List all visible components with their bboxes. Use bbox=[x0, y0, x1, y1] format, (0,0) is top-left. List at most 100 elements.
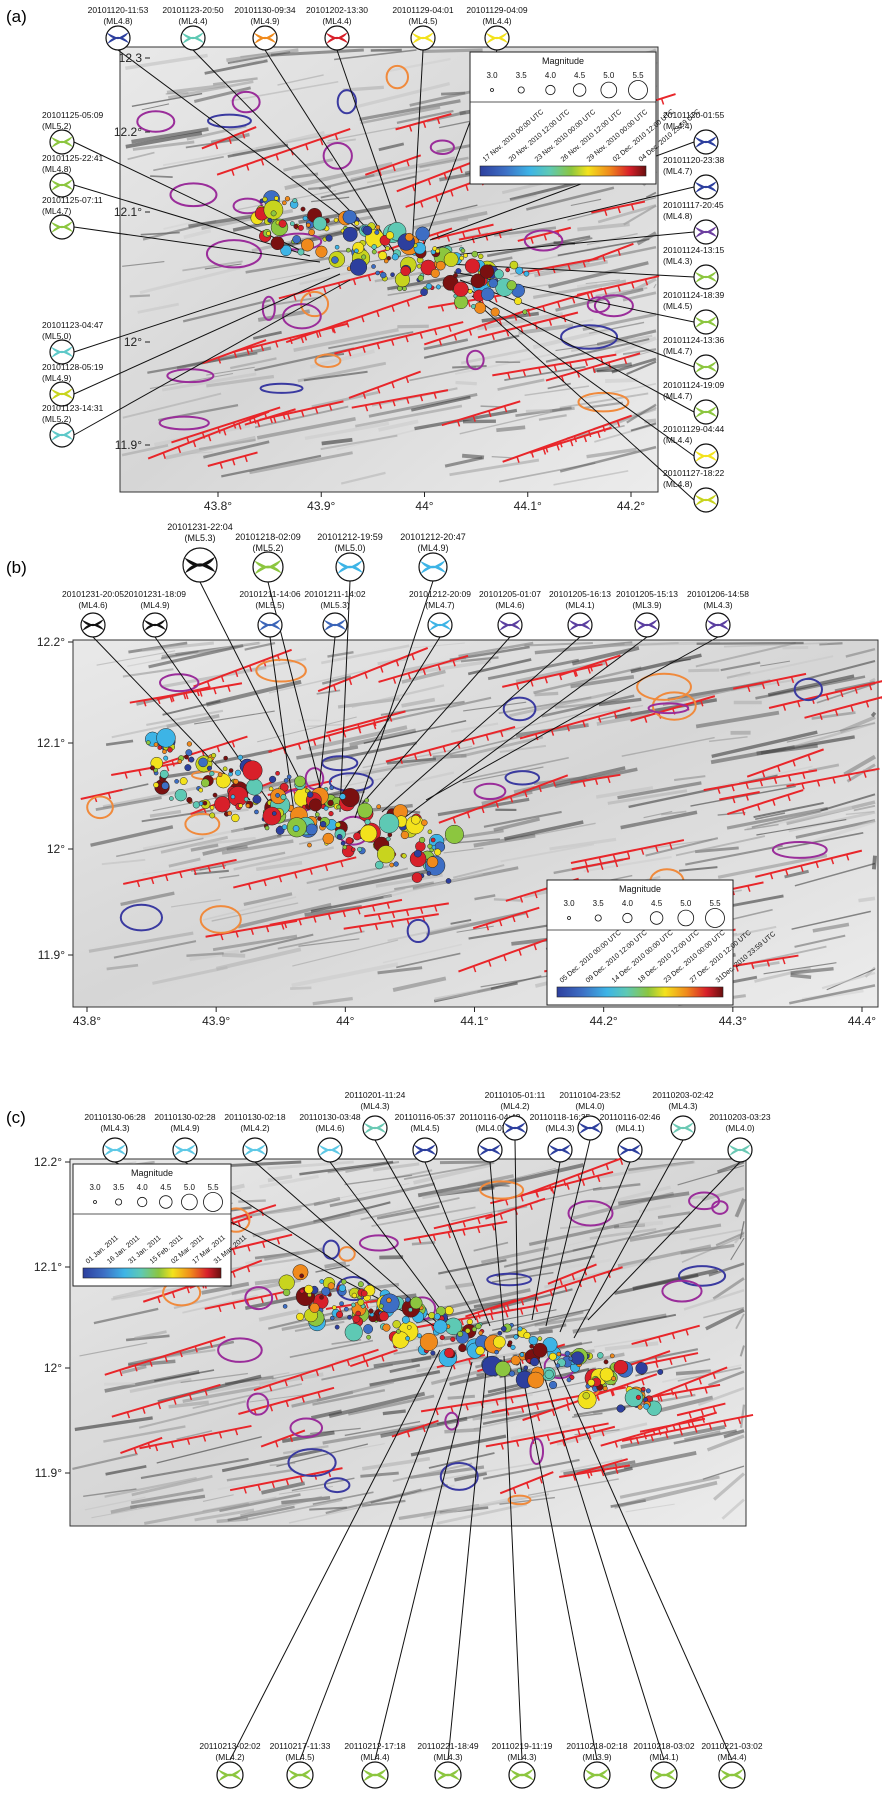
earthquake-marker bbox=[336, 1311, 343, 1318]
mechanism-date-label: 20101125-22:41 bbox=[42, 153, 104, 163]
earthquake-marker bbox=[301, 207, 305, 211]
mechanism-date-label: 20110130-02:28 bbox=[154, 1112, 216, 1122]
earthquake-marker bbox=[396, 1329, 400, 1333]
mechanism-magnitude-label: (ML4.2) bbox=[500, 1101, 529, 1111]
earthquake-marker bbox=[347, 1315, 351, 1319]
earthquake-marker bbox=[365, 798, 369, 802]
y-tick-label: 12.3 bbox=[119, 51, 143, 65]
earthquake-marker bbox=[454, 295, 468, 309]
panel-c-y-ticks: 12.2°12.1°12°11.9° bbox=[34, 1155, 70, 1480]
earthquake-marker bbox=[160, 770, 168, 778]
earthquake-marker bbox=[429, 1312, 435, 1318]
y-tick-label: 11.9° bbox=[115, 438, 142, 452]
earthquake-marker bbox=[411, 815, 420, 824]
earthquake-marker bbox=[641, 1387, 645, 1391]
mechanism-magnitude-label: (ML4.4) bbox=[663, 435, 692, 445]
earthquake-marker bbox=[201, 779, 209, 787]
focal-mechanism-icon bbox=[363, 1116, 387, 1140]
x-tick-label: 44.3° bbox=[719, 1014, 747, 1028]
mechanism-magnitude-label: (ML4.7) bbox=[663, 346, 692, 356]
mechanism-magnitude-label: (ML4.8) bbox=[663, 479, 692, 489]
x-tick-label: 43.8° bbox=[204, 499, 232, 513]
earthquake-marker bbox=[180, 777, 187, 784]
earthquake-marker bbox=[408, 1308, 412, 1312]
mechanism-magnitude-label: (ML4.3) bbox=[433, 1752, 462, 1762]
earthquake-marker bbox=[307, 843, 311, 847]
earthquake-marker bbox=[341, 1279, 346, 1284]
magnitude-legend-circle bbox=[601, 82, 617, 98]
earthquake-marker bbox=[163, 756, 167, 760]
relief-streak bbox=[238, 1201, 265, 1202]
magnitude-legend-value: 5.5 bbox=[709, 899, 721, 908]
earthquake-marker bbox=[611, 1376, 615, 1380]
earthquake-marker bbox=[296, 1313, 303, 1320]
earthquake-marker bbox=[275, 793, 279, 797]
relief-streak bbox=[874, 856, 875, 870]
earthquake-marker bbox=[377, 805, 381, 809]
earthquake-marker bbox=[434, 849, 441, 856]
time-colorbar bbox=[480, 166, 646, 176]
panel-b-mechanisms: 20101231-22:04(ML5.3)20101218-02:09(ML5.… bbox=[62, 522, 749, 637]
earthquake-marker bbox=[210, 771, 215, 776]
earthquake-marker bbox=[274, 196, 278, 200]
earthquake-marker bbox=[326, 235, 333, 242]
mechanism-magnitude-label: (ML4.1) bbox=[615, 1123, 644, 1133]
mechanism-date-label: 20101120-11:53 bbox=[88, 5, 149, 15]
earthquake-marker bbox=[282, 201, 286, 205]
earthquake-marker bbox=[281, 794, 286, 799]
earthquake-marker bbox=[167, 747, 172, 752]
magnitude-legend-title: Magnitude bbox=[131, 1168, 173, 1178]
y-tick-label: 11.9° bbox=[38, 948, 65, 962]
mechanism-magnitude-label: (ML4.9) bbox=[250, 16, 279, 26]
focal-mechanism-icon bbox=[50, 215, 74, 239]
mechanism-date-label: 20110130-03:48 bbox=[299, 1112, 361, 1122]
earthquake-marker bbox=[363, 226, 372, 235]
earthquake-marker bbox=[518, 1327, 522, 1331]
focal-mechanism-icon bbox=[50, 423, 74, 447]
y-tick-label: 12.1° bbox=[37, 736, 65, 750]
relief-streak bbox=[526, 410, 552, 411]
earthquake-marker bbox=[272, 811, 276, 815]
earthquake-marker bbox=[346, 837, 353, 844]
focal-mechanism-icon bbox=[478, 1138, 502, 1162]
focal-mechanism-icon bbox=[503, 1116, 527, 1140]
mechanism-magnitude-label: (ML4.3) bbox=[360, 1101, 389, 1111]
earthquake-marker bbox=[184, 755, 188, 759]
earthquake-marker bbox=[283, 1304, 287, 1308]
earthquake-marker bbox=[287, 775, 291, 779]
earthquake-marker bbox=[344, 1307, 348, 1311]
relief-streak bbox=[104, 1384, 135, 1385]
relief-streak bbox=[485, 1185, 510, 1186]
earthquake-marker bbox=[285, 196, 290, 201]
magnitude-legend-circle bbox=[706, 909, 725, 928]
earthquake-marker bbox=[361, 255, 366, 260]
relief-streak bbox=[397, 326, 428, 327]
earthquake-marker bbox=[269, 787, 273, 791]
earthquake-marker bbox=[340, 794, 346, 800]
mechanism-date-label: 20101124-13:36 bbox=[663, 335, 725, 345]
earthquake-marker bbox=[283, 1289, 290, 1296]
earthquake-marker bbox=[295, 776, 306, 787]
earthquake-marker bbox=[354, 249, 358, 253]
mechanism-date-label: 20110219-11:19 bbox=[492, 1741, 553, 1751]
earthquake-marker bbox=[293, 825, 299, 831]
earthquake-marker bbox=[428, 844, 433, 849]
earthquake-marker bbox=[493, 1336, 505, 1348]
earthquake-marker bbox=[300, 1274, 304, 1278]
earthquake-marker bbox=[379, 813, 399, 833]
magnitude-legend-circle bbox=[182, 1194, 198, 1210]
earthquake-marker bbox=[375, 230, 379, 234]
mechanism-magnitude-label: (ML4.3) bbox=[703, 600, 732, 610]
relief-streak bbox=[688, 670, 719, 671]
mechanism-date-label: 20101130-09:34 bbox=[234, 5, 296, 15]
earthquake-marker bbox=[405, 1297, 410, 1302]
earthquake-marker bbox=[431, 1351, 435, 1355]
focal-mechanism-icon bbox=[578, 1116, 602, 1140]
mechanism-date-label: 20110221-03:02 bbox=[701, 1741, 763, 1751]
relief-streak bbox=[150, 176, 173, 177]
earthquake-marker bbox=[290, 222, 294, 226]
x-tick-label: 43.9° bbox=[307, 499, 335, 513]
mechanism-magnitude-label: (ML4.5) bbox=[408, 16, 437, 26]
relief-streak bbox=[691, 1196, 711, 1198]
earthquake-marker bbox=[175, 779, 179, 783]
